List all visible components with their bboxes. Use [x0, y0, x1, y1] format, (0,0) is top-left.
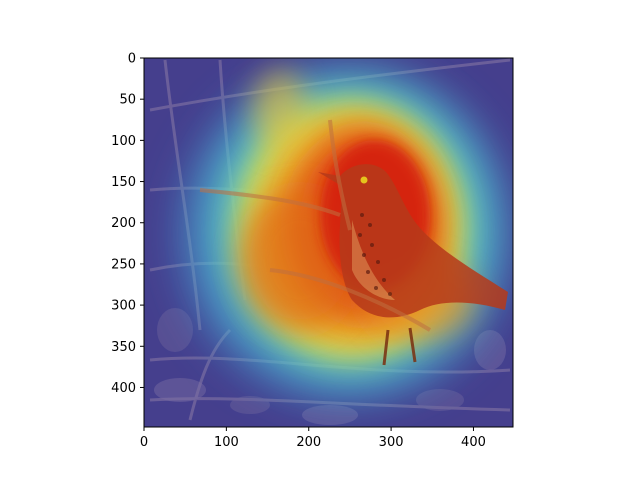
- y-axis: 0 50 100 150 200 250 300 350 400: [111, 52, 144, 396]
- x-tick-label: 100: [214, 435, 239, 450]
- y-tick-label: 0: [128, 52, 136, 67]
- leaf-litter: [154, 308, 506, 425]
- y-tick-label: 350: [111, 340, 136, 355]
- x-tick-label: 400: [461, 435, 486, 450]
- y-tick-label: 100: [111, 134, 136, 149]
- x-tick-label: 0: [140, 435, 148, 450]
- y-tick-label: 400: [111, 381, 136, 396]
- y-tick-label: 300: [111, 299, 136, 314]
- x-tick-label: 300: [379, 435, 404, 450]
- x-tick-label: 200: [296, 435, 321, 450]
- bird: [318, 164, 508, 366]
- heatmap-image: [144, 58, 513, 427]
- y-tick-label: 200: [111, 216, 136, 231]
- foreground-branches: [199, 119, 432, 332]
- y-tick-label: 50: [119, 93, 136, 108]
- y-tick-label: 250: [111, 257, 136, 272]
- x-axis: 0 100 200 300 400: [140, 427, 486, 450]
- axes-frame: [143, 57, 514, 428]
- y-tick-label: 150: [111, 175, 136, 190]
